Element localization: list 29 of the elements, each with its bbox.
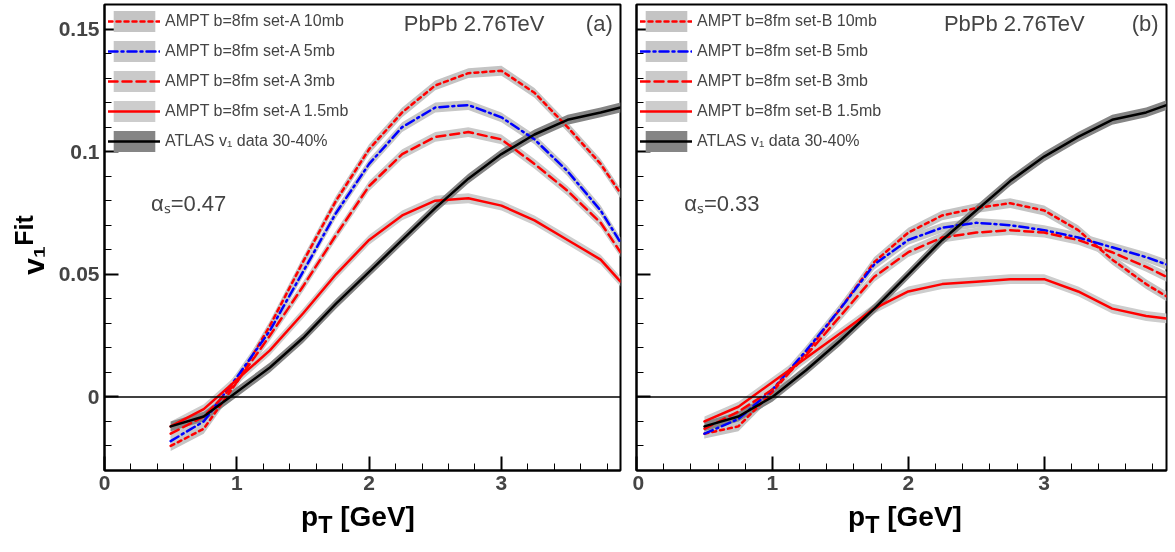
annotation: αₛ=0.47 [150,190,227,216]
y-tick-label: 0.15 [58,17,100,41]
legend-label: AMPT b=8fm set-B 10mb [697,11,877,31]
x-tick-label: 3 [495,470,508,494]
annotation: (b) [1131,11,1159,37]
y-tick-label: 0.1 [70,139,100,163]
legend-label: AMPT b=8fm set-A 5mb [165,41,335,61]
x-tick-label: 1 [230,470,243,494]
legend-label: AMPT b=8fm set-B 5mb [697,41,868,61]
x-tick-label: 2 [363,470,375,494]
legend-label: AMPT b=8fm set-A 3mb [165,71,335,91]
annotation: αₛ=0.33 [684,190,760,216]
y-tick-label: 0.05 [58,262,100,286]
x-tick-label: 2 [902,470,915,494]
x-tick-label: 0 [632,470,645,494]
legend-label: ATLAS v₁ data 30-40% [165,131,328,151]
x-tick-label: 1 [766,470,779,494]
legend-label: AMPT b=8fm set-A 10mb [165,11,344,31]
legend-label: AMPT b=8fm set-B 3mb [697,71,868,91]
legend-label: AMPT b=8fm set-A 1.5mb [165,101,349,121]
legend-label: AMPT b=8fm set-B 1.5mb [697,101,882,121]
annotation: PbPb 2.76TeV [943,11,1085,37]
x-axis-title: p$_{T}$ [GeV] [301,500,415,540]
legend-label: ATLAS v₁ data 30-40% [697,131,860,151]
x-axis-title: p$_{T}$ [GeV] [848,500,962,540]
annotation: PbPb 2.76TeV [403,11,545,37]
x-tick-label: 3 [1038,470,1051,494]
y-tick-label: 0 [87,384,100,408]
annotation: (a) [585,11,613,37]
